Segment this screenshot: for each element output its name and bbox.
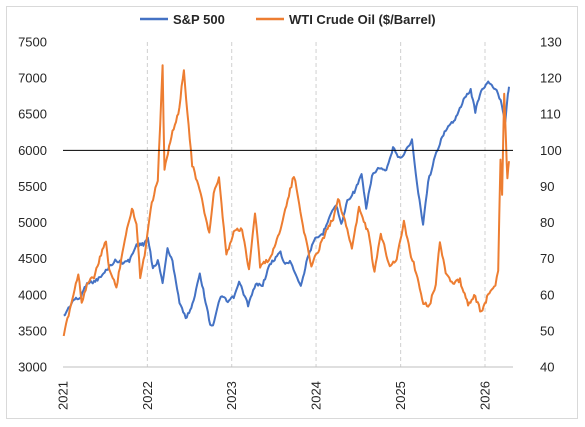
y-right-tick-label: 130 [540,35,562,50]
y-left-tick-label: 4500 [18,251,47,266]
y-right-tick-label: 70 [540,251,554,266]
x-tick-label: 2026 [478,381,493,410]
x-tick-label: 2021 [56,381,71,410]
y-right-tick-label: 80 [540,215,554,230]
y-left-tick-label: 6500 [18,107,47,122]
x-tick-label: 2024 [309,381,324,410]
x-tick-label: 2022 [140,381,155,410]
y-left-tick-label: 7000 [18,71,47,86]
x-tick-label: 2023 [224,381,239,410]
y-left-tick-label: 6000 [18,143,47,158]
y-right-tick-label: 90 [540,179,554,194]
chart-frame [6,6,578,419]
y-left-tick-label: 5000 [18,215,47,230]
y-right-tick-label: 120 [540,71,562,86]
y-left-tick-label: 3000 [18,360,47,375]
legend-label: WTI Crude Oil ($/Barrel) [289,12,436,27]
series-lines [62,64,510,337]
x-tick-label: 2025 [393,381,408,410]
legend-label: S&P 500 [173,12,225,27]
y-right-tick-label: 50 [540,323,554,338]
y-left-tick-label: 3500 [18,323,47,338]
y-left-tick-label: 4000 [18,287,47,302]
y-left-tick-label: 5500 [18,179,47,194]
y-right-tick-label: 110 [540,107,561,122]
legend: S&P 500 WTI Crude Oil ($/Barrel) [140,12,436,27]
gridlines [146,42,486,367]
tick-labels: 3000 3500 4000 4500 5000 5500 6000 6500 7000 7500… [18,35,562,411]
y-right-tick-label: 60 [540,287,554,302]
y-right-tick-label: 100 [540,143,562,158]
y-left-tick-label: 7500 [18,35,47,50]
y-right-tick-label: 40 [540,360,554,375]
series-line-1 [62,64,510,337]
